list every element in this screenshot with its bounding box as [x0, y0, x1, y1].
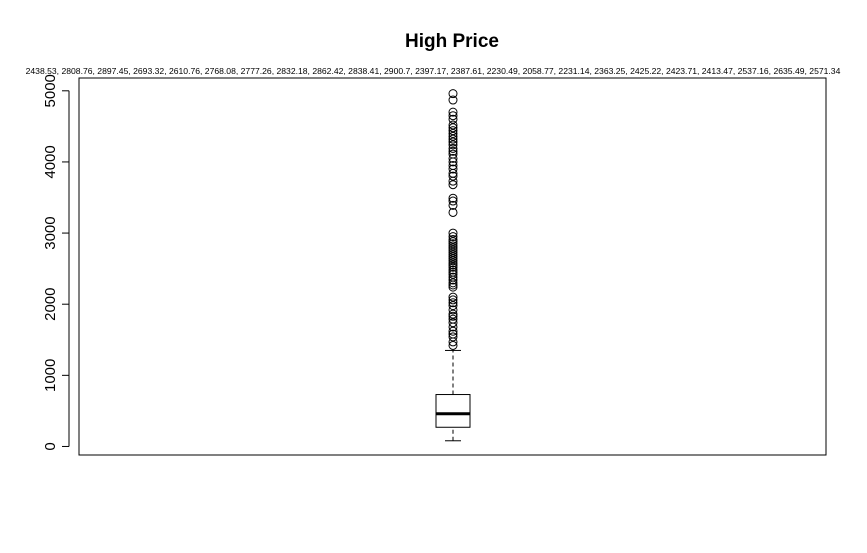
- outlier-point: [448, 265, 458, 275]
- outlier-point: [448, 228, 458, 238]
- outlier-point: [448, 164, 458, 174]
- chart-title: High Price: [405, 31, 499, 52]
- outlier-point: [448, 239, 458, 249]
- outlier-point: [448, 241, 458, 251]
- outlier-point: [448, 309, 458, 319]
- outlier-point: [448, 329, 458, 339]
- outlier-point: [448, 207, 458, 217]
- outlier-point: [448, 160, 458, 170]
- outlier-point: [448, 89, 458, 99]
- outlier-point: [448, 326, 458, 336]
- outlier-point: [448, 243, 458, 253]
- outlier-point: [448, 247, 458, 257]
- outlier-point: [448, 269, 458, 279]
- outlier-point: [448, 262, 458, 272]
- outlier-point: [448, 311, 458, 321]
- y-tick-label: 3000: [42, 216, 59, 249]
- outlier-point: [448, 126, 458, 136]
- outlier-point: [448, 137, 458, 147]
- y-tick-label: 5000: [42, 74, 59, 107]
- outlier-point: [448, 95, 458, 105]
- y-axis: 0 1000 2000 3000 4000 5000: [42, 74, 70, 451]
- outlier-point: [448, 252, 458, 262]
- outlier-point: [448, 146, 458, 156]
- outlier-point: [448, 131, 458, 141]
- outlier-point: [448, 128, 458, 138]
- outlier-point: [448, 200, 458, 210]
- outlier-point: [448, 134, 458, 144]
- outlier-point: [448, 298, 458, 308]
- outlier-point: [448, 140, 458, 150]
- outlier-point: [448, 196, 458, 206]
- outlier-point: [448, 234, 458, 244]
- outlier-point: [448, 256, 458, 266]
- outlier-point: [448, 314, 458, 324]
- outlier-point: [448, 153, 458, 163]
- outlier-point: [448, 249, 458, 259]
- outlier-point: [448, 254, 458, 264]
- iqr-box: [435, 394, 471, 428]
- plot-frame: [78, 77, 827, 456]
- outlier-point: [448, 120, 458, 130]
- outlier-point: [448, 193, 458, 203]
- outlier-point: [448, 111, 458, 121]
- outlier-point: [448, 123, 458, 133]
- outlier-point: [448, 180, 458, 190]
- outlier-point: [448, 260, 458, 270]
- outlier-point: [448, 143, 458, 153]
- outlier-point: [448, 114, 458, 124]
- outlier-point: [448, 107, 458, 117]
- y-tick-label: 4000: [42, 145, 59, 178]
- outlier-point: [448, 149, 458, 159]
- y-tick-label: 2000: [42, 288, 59, 321]
- outlier-point: [448, 272, 458, 282]
- outlier-point: [448, 295, 458, 305]
- outlier-point: [448, 292, 458, 302]
- outlier-point: [448, 332, 458, 342]
- outlier-point: [448, 232, 458, 242]
- chart-subtitle: 2438.53, 2808.76, 2897.45, 2693.32, 2610…: [26, 66, 841, 76]
- box-group: [435, 349, 471, 442]
- outlier-point: [448, 245, 458, 255]
- outlier-point: [448, 305, 458, 315]
- y-tick-label: 0: [42, 442, 59, 450]
- outlier-point: [448, 318, 458, 328]
- outlier-point: [448, 237, 458, 247]
- outlier-point: [448, 258, 458, 268]
- outlier-point: [448, 171, 458, 181]
- outlier-point: [448, 301, 458, 311]
- outlier-point: [448, 282, 458, 292]
- y-tick-label: 1000: [42, 359, 59, 392]
- outlier-point: [448, 267, 458, 277]
- outlier-point: [448, 278, 458, 288]
- outlier-group: [448, 89, 458, 350]
- outlier-point: [448, 340, 458, 350]
